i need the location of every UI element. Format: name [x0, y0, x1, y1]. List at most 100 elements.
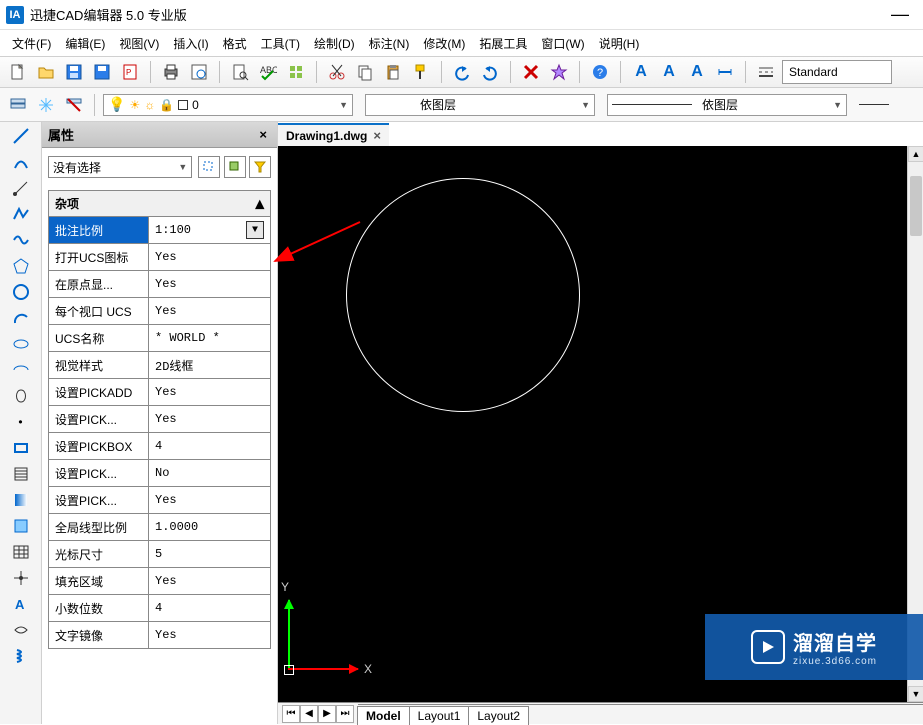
menu-item[interactable]: 格式 [217, 32, 253, 55]
revolve-icon[interactable] [11, 386, 31, 406]
menu-item[interactable]: 拓展工具 [473, 32, 533, 55]
ellipse-arc-icon[interactable] [11, 360, 31, 380]
quick-select-icon[interactable] [198, 156, 220, 178]
property-row[interactable]: 设置PICK...No [48, 460, 271, 487]
delete-icon[interactable] [519, 60, 543, 84]
property-row[interactable]: 每个视口 UCSYes [48, 298, 271, 325]
tool12-icon[interactable]: • [11, 412, 31, 432]
property-row[interactable]: 视觉样式2D线框 [48, 352, 271, 379]
property-row[interactable]: 填充区域Yes [48, 568, 271, 595]
menu-item[interactable]: 插入(I) [167, 32, 214, 55]
scroll-up-icon[interactable]: ▲ [908, 146, 923, 162]
point-tool-icon[interactable] [11, 568, 31, 588]
help-icon[interactable]: ? [588, 60, 612, 84]
layout-tab[interactable]: Layout1 [409, 706, 470, 725]
nav-next-icon[interactable]: ▶ [318, 705, 336, 723]
circle-tool-icon[interactable] [11, 282, 31, 302]
property-row[interactable]: 小数位数4 [48, 595, 271, 622]
property-row[interactable]: 打开UCS图标Yes [48, 244, 271, 271]
scroll-thumb[interactable] [910, 176, 922, 236]
arc-tool-icon[interactable] [11, 152, 31, 172]
property-row[interactable]: 文字镜像Yes [48, 622, 271, 649]
property-value[interactable]: 4 [149, 433, 270, 459]
property-value[interactable]: 1.0000 [149, 514, 270, 540]
viewport[interactable]: X Y 溜溜自学 zixue.3d66.com [278, 146, 923, 702]
find-icon[interactable] [228, 60, 252, 84]
nav-first-icon[interactable]: ⏮ [282, 705, 300, 723]
property-row[interactable]: 在原点显...Yes [48, 271, 271, 298]
new-file-icon[interactable] [6, 60, 30, 84]
filter-icon[interactable] [249, 156, 271, 178]
text-tool-icon[interactable]: A [11, 594, 31, 614]
print-icon[interactable] [159, 60, 183, 84]
layout-tab[interactable]: Model [357, 706, 410, 725]
property-row[interactable]: 全局线型比例1.0000 [48, 514, 271, 541]
print-preview-icon[interactable] [187, 60, 211, 84]
drawing-circle[interactable] [346, 178, 580, 412]
property-value[interactable]: 5 [149, 541, 270, 567]
undo-icon[interactable] [450, 60, 474, 84]
menu-item[interactable]: 编辑(E) [59, 32, 111, 55]
property-row[interactable]: 设置PICK...Yes [48, 406, 271, 433]
layer-off-icon[interactable] [62, 93, 86, 117]
format-paint-icon[interactable] [409, 60, 433, 84]
property-value[interactable]: Yes [149, 379, 270, 405]
nav-last-icon[interactable]: ⏭ [336, 705, 354, 723]
spellcheck-icon[interactable]: ABC [256, 60, 280, 84]
save-icon[interactable] [62, 60, 86, 84]
batch-icon[interactable] [284, 60, 308, 84]
menu-item[interactable]: 工具(T) [255, 32, 306, 55]
annotation-icon[interactable] [713, 60, 737, 84]
window-minimize-button[interactable]: — [883, 4, 917, 25]
menu-item[interactable]: 绘制(D) [308, 32, 361, 55]
text-style-combo[interactable]: Standard [782, 60, 892, 84]
text-style-a3-icon[interactable]: A [685, 60, 709, 84]
color-combo[interactable]: 依图层 ▼ [365, 94, 595, 116]
redo-icon[interactable] [478, 60, 502, 84]
paste-icon[interactable] [381, 60, 405, 84]
table-tool-icon[interactable] [11, 542, 31, 562]
menu-item[interactable]: 文件(F) [6, 32, 57, 55]
open-file-icon[interactable] [34, 60, 58, 84]
menu-item[interactable]: 说明(H) [593, 32, 646, 55]
text-style-a-icon[interactable]: A [629, 60, 653, 84]
property-value[interactable]: Yes [149, 406, 270, 432]
ray-tool-icon[interactable] [11, 178, 31, 198]
linetype-combo[interactable]: 依图层 ▼ [607, 94, 847, 116]
property-value[interactable]: 1:100▼ [149, 217, 270, 243]
property-value[interactable]: Yes [149, 271, 270, 297]
rectangle-tool-icon[interactable] [11, 438, 31, 458]
section-header-misc[interactable]: 杂项 ▴ [48, 190, 271, 217]
property-value[interactable]: 2D线框 [149, 352, 270, 378]
save-as-icon[interactable] [90, 60, 114, 84]
text-style-a2-icon[interactable]: A [657, 60, 681, 84]
property-value[interactable]: * WORLD * [149, 325, 270, 351]
layer-freeze-icon[interactable] [34, 93, 58, 117]
select-objects-icon[interactable] [224, 156, 246, 178]
line-style-icon[interactable] [754, 60, 778, 84]
copy-icon[interactable] [353, 60, 377, 84]
export-pdf-icon[interactable]: P [118, 60, 142, 84]
menu-item[interactable]: 视图(V) [113, 32, 165, 55]
property-row[interactable]: 光标尺寸5 [48, 541, 271, 568]
property-row[interactable]: 设置PICKBOX4 [48, 433, 271, 460]
cut-icon[interactable] [325, 60, 349, 84]
selection-combo[interactable]: 没有选择 ▼ [48, 156, 192, 178]
polygon-tool-icon[interactable] [11, 256, 31, 276]
document-tab[interactable]: Drawing1.dwg × [278, 123, 389, 146]
property-row[interactable]: 设置PICKADDYes [48, 379, 271, 406]
menu-item[interactable]: 标注(N) [363, 32, 416, 55]
property-row[interactable]: UCS名称* WORLD * [48, 325, 271, 352]
hatch-tool-icon[interactable] [11, 464, 31, 484]
layer-combo[interactable]: 💡 ☀ ☼ 🔒 0 ▼ [103, 94, 353, 116]
donut-tool-icon[interactable] [11, 334, 31, 354]
wipeout-tool-icon[interactable] [11, 620, 31, 640]
menu-item[interactable]: 修改(M) [417, 32, 471, 55]
property-row[interactable]: 设置PICK...Yes [48, 487, 271, 514]
properties-header[interactable]: 属性 × [42, 122, 277, 148]
property-value[interactable]: No [149, 460, 270, 486]
explode-icon[interactable] [547, 60, 571, 84]
property-value[interactable]: Yes [149, 487, 270, 513]
property-value[interactable]: 4 [149, 595, 270, 621]
close-icon[interactable]: × [255, 127, 271, 142]
